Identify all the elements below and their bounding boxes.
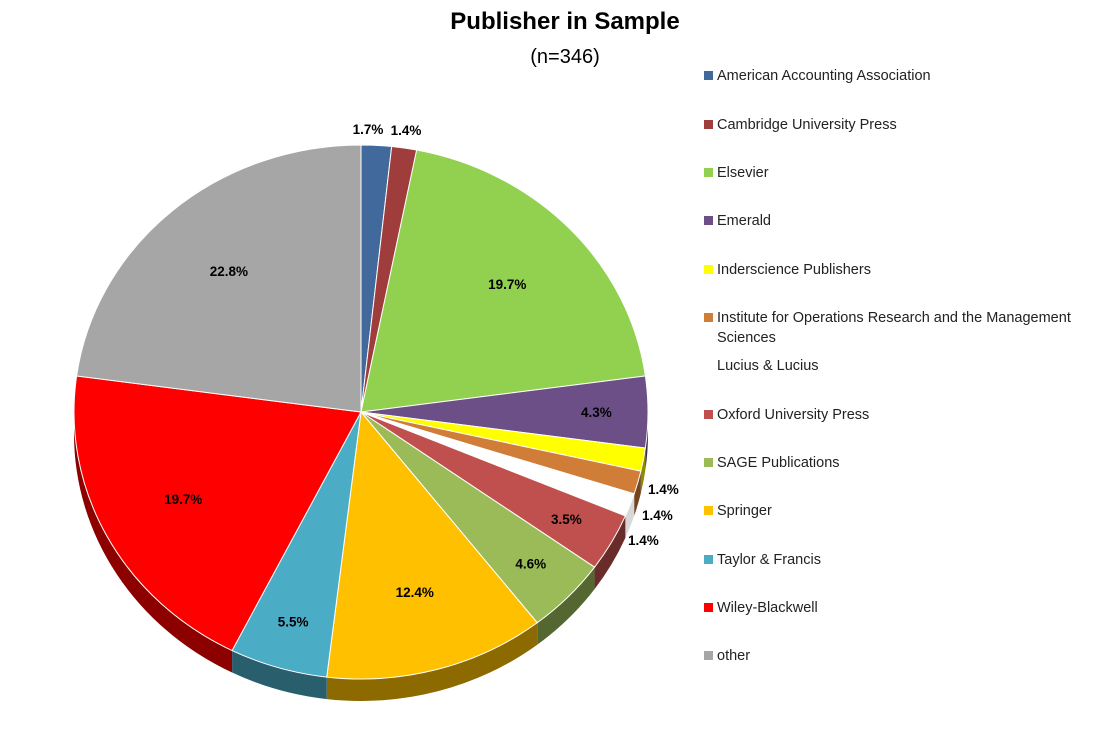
pie-depth-oxford-university-press [594, 515, 626, 590]
chart-subtitle: (n=346) [530, 46, 600, 68]
legend-swatch [704, 313, 713, 322]
legend-label: Institute for Operations Research and th… [717, 310, 1071, 346]
pie-depth-institute-for-operations-research-and-the-management-sciences [634, 471, 641, 516]
legend-label: Wiley-Blackwell [717, 600, 818, 616]
pie-depth-lucius-lucius [625, 493, 635, 538]
legend-label: Elsevier [717, 165, 769, 181]
legend-swatch [704, 410, 713, 419]
chart-title: Publisher in Sample [450, 8, 680, 35]
pie-depth-inderscience-publishers [640, 448, 646, 494]
legend-label: Oxford University Press [717, 407, 870, 423]
legend-label: American Accounting Association [717, 68, 931, 84]
data-label-elsevier: 19.7% [488, 277, 526, 292]
legend-swatch [704, 361, 713, 370]
legend-swatch [704, 603, 713, 612]
pie-depth-wiley-blackwell [74, 412, 233, 673]
data-label-other: 22.8% [210, 264, 248, 279]
data-label-lucius-lucius: 1.4% [628, 533, 659, 548]
data-label-inderscience-publishers: 1.4% [648, 482, 679, 497]
pie-depth-layer [74, 412, 648, 701]
pie-depth-taylor-francis [232, 650, 327, 700]
legend-swatch [704, 168, 713, 177]
legend-swatch [704, 120, 713, 129]
data-label-wiley-blackwell: 19.7% [164, 492, 202, 507]
legend-label: Inderscience Publishers [717, 262, 871, 278]
legend-label: SAGE Publications [717, 455, 840, 471]
legend-label: Springer [717, 503, 772, 519]
legend-label: Lucius & Lucius [717, 358, 819, 374]
legend-label: other [717, 648, 751, 664]
data-label-american-accounting-association: 1.7% [353, 122, 384, 137]
legend-swatch [704, 651, 713, 660]
pie-chart: 1.7% 1.4% 19.7% 4.3% 1.4% 1.4% 1.4% 3.5% 4.6% 12.… [73, 122, 679, 701]
legend-swatch [704, 555, 713, 564]
legend-label: Taylor & Francis [717, 552, 821, 568]
data-label-springer: 12.4% [396, 585, 434, 600]
data-label-emerald: 4.3% [581, 405, 612, 420]
pie-slice-other [76, 144, 362, 413]
legend-label: Cambridge University Press [717, 117, 897, 133]
pie-labels: 1.7% 1.4% 19.7% 4.3% 1.4% 1.4% 1.4% 3.5% 4.6% 12.… [164, 122, 679, 630]
pie-slices [73, 144, 649, 680]
legend-swatch [704, 216, 713, 225]
pie-slice-wiley-blackwell [73, 375, 362, 652]
data-label-sage-publications: 4.6% [515, 557, 546, 572]
legend-label: Emerald [717, 213, 771, 229]
data-label-cambridge-university-press: 1.4% [391, 123, 422, 138]
data-label-institute-for-operations-research-and-the-management-sciences: 1.4% [642, 508, 673, 523]
pie-depth-springer [326, 622, 538, 701]
legend-swatch [704, 506, 713, 515]
data-label-oxford-university-press: 3.5% [551, 512, 582, 527]
legend-swatch [704, 458, 713, 467]
legend-swatch [704, 265, 713, 274]
data-label-taylor-francis: 5.5% [278, 615, 309, 630]
pie-slice-springer [326, 410, 538, 680]
pie-slice-elsevier [360, 149, 646, 413]
legend-swatch [704, 71, 713, 80]
pie-depth-sage-publications [537, 567, 595, 645]
